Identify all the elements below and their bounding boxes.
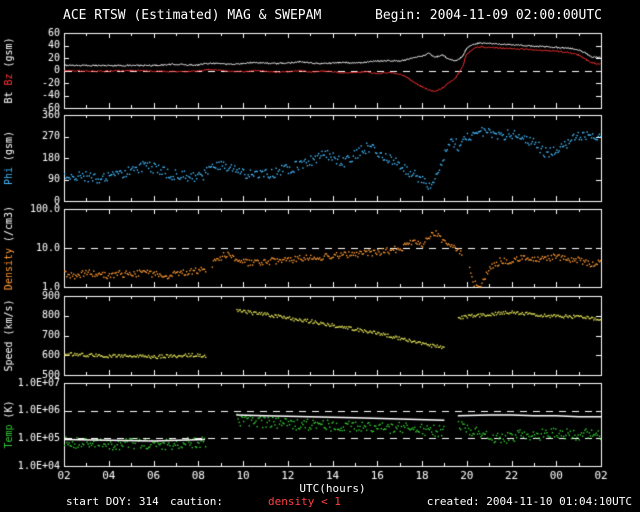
ace-rtsw-plot-window: ACE RTSW (Estimated) MAG & SWEPAM Begin:… <box>0 0 640 512</box>
plot-canvas <box>0 0 640 512</box>
